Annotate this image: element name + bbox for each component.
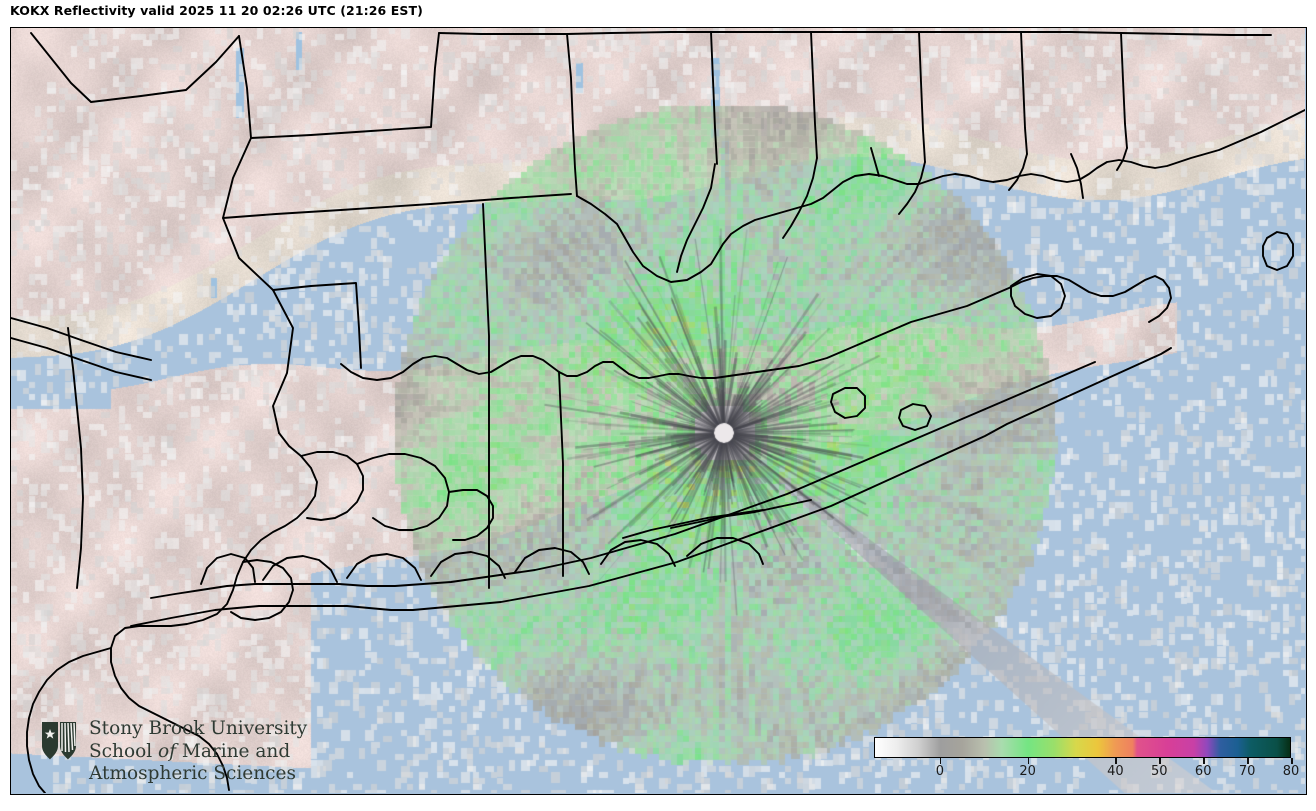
border-path (222, 193, 572, 219)
border-path (438, 32, 578, 197)
river-path (1070, 153, 1084, 199)
coastline-path (686, 537, 764, 565)
colorbar-tick-labels: 0 20 40 50 60 70 80 (874, 764, 1300, 784)
colorbar-gradient[interactable] (874, 737, 1291, 758)
colorbar-tick-label: 60 (1194, 764, 1212, 779)
radar-map-canvas[interactable]: Stony Brook University School of Marine … (11, 28, 1306, 794)
branding-line-2-b: Marine and (176, 740, 291, 762)
border-path (11, 337, 152, 381)
border-path (566, 31, 718, 165)
coastline-path (514, 547, 590, 575)
political-and-coastline-vectors (11, 31, 1305, 793)
coastline-path (110, 432, 318, 791)
border-path (676, 163, 716, 273)
coastline-path (230, 559, 294, 621)
coastline-path (200, 553, 256, 585)
border-path (1008, 153, 1028, 191)
branding-text: Stony Brook University School of Marine … (89, 718, 329, 786)
border-path (810, 31, 926, 163)
colorbar-tick (939, 758, 942, 764)
border-path (222, 35, 294, 434)
coastline-path (346, 553, 422, 581)
border-path (356, 453, 450, 531)
colorbar-tick-label: 80 (1282, 764, 1300, 779)
river-path (870, 147, 880, 177)
border-path (558, 371, 564, 577)
reflectivity-colorbar[interactable]: 0 20 40 50 60 70 80 (874, 737, 1300, 787)
coastline-path (430, 551, 506, 579)
branding-line-2: School of Marine and (89, 741, 329, 764)
coastline-path (1010, 273, 1066, 319)
border-path (272, 282, 362, 369)
border-path (918, 31, 1028, 155)
border-path (898, 161, 926, 215)
radar-map-frame[interactable]: Stony Brook University School of Marine … (10, 27, 1307, 795)
terrain-and-reflectivity-layer (11, 28, 1305, 793)
coastline-path (670, 499, 812, 529)
coastline-path (1262, 231, 1294, 271)
colorbar-ticks (874, 758, 1293, 766)
border-path (782, 157, 818, 239)
colorbar-tick (1203, 758, 1205, 764)
coastline-path (576, 109, 1305, 283)
radar-site-marker (716, 425, 732, 441)
colorbar-tick-label: 20 (1019, 764, 1036, 779)
branding-line-2-italic: of (158, 740, 177, 762)
coastline-path (130, 347, 1172, 627)
colorbar-tick (1159, 758, 1161, 764)
coastline-path (26, 647, 112, 793)
coastline-path (150, 361, 1096, 599)
colorbar-tick (1027, 758, 1030, 764)
border-path (482, 203, 490, 379)
border-path (300, 451, 364, 521)
shield-icon (42, 722, 76, 760)
colorbar-tick-label: 0 (935, 764, 944, 779)
colorbar-tick-label: 50 (1151, 764, 1168, 779)
branding-line-3: Atmospheric Sciences (89, 763, 296, 784)
border-path (448, 489, 494, 541)
border-path (710, 31, 818, 159)
border-path (1020, 31, 1128, 149)
page-title: KOKX Reflectivity valid 2025 11 20 02:26… (10, 3, 423, 18)
border-path (1120, 32, 1272, 36)
colorbar-tick-label: 70 (1238, 764, 1256, 779)
colorbar-tick (1247, 758, 1249, 764)
stony-brook-shield-logo: Stony Brook University School of Marine … (41, 718, 321, 794)
colorbar-tick (1115, 758, 1117, 764)
border-path (67, 327, 84, 589)
border-path (250, 32, 440, 139)
coastline-path (262, 555, 338, 583)
colorbar-tick-label: 40 (1107, 764, 1124, 779)
border-path (11, 317, 152, 361)
coastline-path (600, 539, 676, 567)
branding-line-1: Stony Brook University (89, 718, 308, 739)
border-path (30, 32, 240, 103)
coastline-path (340, 275, 1172, 381)
border-path (1116, 147, 1128, 171)
coastline-path (898, 403, 932, 431)
colorbar-tick (1291, 758, 1293, 764)
branding-line-2-a: School (89, 740, 159, 762)
coastline-path (830, 387, 866, 419)
